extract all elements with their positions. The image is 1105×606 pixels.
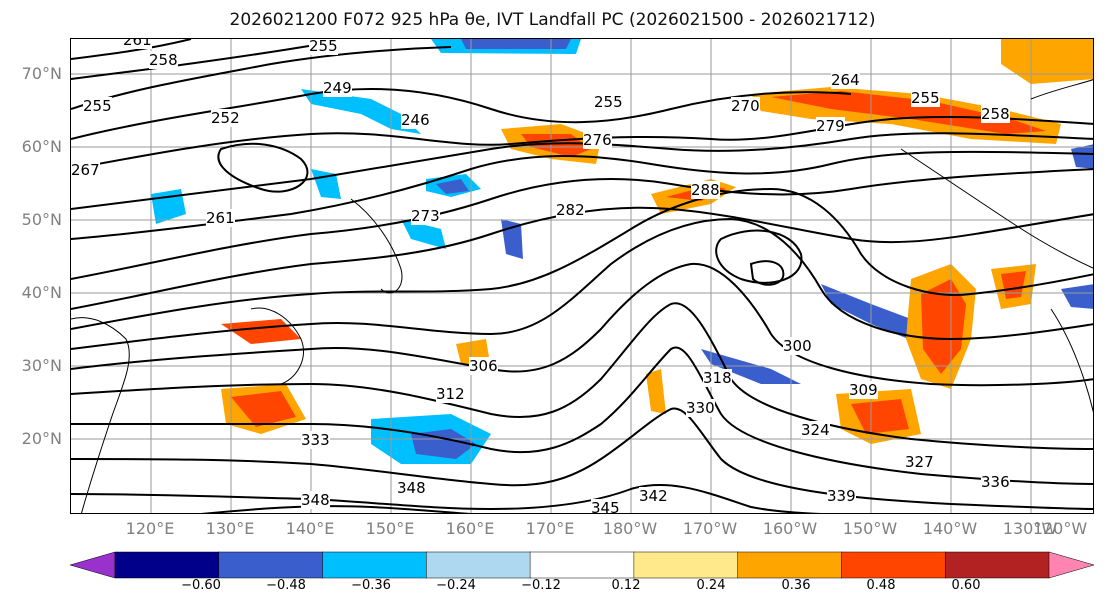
colorbar-segment bbox=[426, 551, 531, 579]
contour-label: 258 bbox=[981, 105, 1010, 123]
colorbar-segment bbox=[841, 551, 946, 579]
contour-label: 258 bbox=[149, 51, 178, 69]
lat-label-30: 30°N bbox=[21, 356, 62, 375]
colorbar-tick: 0.36 bbox=[781, 578, 811, 593]
lon-label-160w: 160°W bbox=[762, 519, 818, 538]
pos-patch-12 bbox=[1001, 271, 1026, 299]
map-svg bbox=[71, 39, 1093, 513]
contour-label: 249 bbox=[323, 79, 352, 97]
contour-label: 267 bbox=[71, 161, 100, 179]
lon-label-120w: 120°W bbox=[1032, 519, 1088, 538]
contour-label: 348 bbox=[397, 479, 426, 497]
lat-label-50: 50°N bbox=[21, 210, 62, 229]
contour-label: 327 bbox=[905, 453, 934, 471]
lon-label-180w: 180°W bbox=[602, 519, 658, 538]
contour-label: 255 bbox=[911, 89, 940, 107]
contour-label: 342 bbox=[639, 487, 668, 505]
lon-label-140w: 140°W bbox=[922, 519, 978, 538]
colorbar-segment bbox=[322, 551, 428, 579]
contour-label: 255 bbox=[83, 97, 112, 115]
lon-label-150e: 150°E bbox=[365, 519, 415, 538]
lat-label-70: 70°N bbox=[21, 64, 62, 83]
neg-patch-13 bbox=[411, 429, 476, 459]
neg-patch-6 bbox=[311, 169, 341, 199]
colorbar-svg bbox=[69, 551, 1095, 579]
coastlines bbox=[71, 79, 1093, 513]
colorbar-tick: 0.60 bbox=[951, 578, 981, 593]
neg-patch-5 bbox=[436, 179, 469, 194]
colorbar-segment bbox=[114, 551, 220, 579]
neg-patch-8 bbox=[401, 219, 446, 249]
colorbar-segment bbox=[737, 551, 843, 579]
colorbar-segment bbox=[69, 551, 116, 579]
lon-label-160e: 160°E bbox=[445, 519, 495, 538]
contour-label: 300 bbox=[783, 337, 812, 355]
lon-label-140e: 140°E bbox=[285, 519, 335, 538]
colorbar-segment bbox=[218, 551, 324, 579]
lat-label-60: 60°N bbox=[21, 137, 62, 156]
contour-label: 330 bbox=[686, 399, 715, 417]
colorbar bbox=[69, 550, 1095, 580]
contour-label: 336 bbox=[981, 473, 1010, 491]
lat-label-20: 20°N bbox=[21, 429, 62, 448]
colorbar-segment bbox=[944, 551, 1050, 579]
contour-label: 339 bbox=[827, 487, 856, 505]
lon-label-130w: 130°W bbox=[1002, 519, 1058, 538]
lon-label-170w: 170°W bbox=[682, 519, 738, 538]
contour-label: 348 bbox=[301, 491, 330, 509]
lon-label-170e: 170°E bbox=[525, 519, 575, 538]
colorbar-tick: 0.48 bbox=[866, 578, 896, 593]
lon-label-130e: 130°E bbox=[205, 519, 255, 538]
colorbar-tick: 0.24 bbox=[696, 578, 726, 593]
contour-label: 255 bbox=[594, 93, 623, 111]
lon-label-150w: 150°W bbox=[842, 519, 898, 538]
pos-patch-15 bbox=[1001, 39, 1093, 84]
lat-label-40: 40°N bbox=[21, 283, 62, 302]
colorbar-segment bbox=[1048, 551, 1095, 579]
contour-label: 264 bbox=[831, 71, 860, 89]
contour-label: 312 bbox=[436, 385, 465, 403]
contour-label: 276 bbox=[583, 131, 612, 149]
contour-label: 270 bbox=[731, 97, 760, 115]
contour-label: 345 bbox=[591, 499, 620, 513]
neg-patch-15 bbox=[1061, 284, 1093, 309]
colorbar-segment bbox=[529, 551, 635, 579]
colorbar-tick: −0.48 bbox=[266, 578, 306, 593]
contour-label: 318 bbox=[703, 369, 732, 387]
pos-patch-18 bbox=[646, 369, 666, 414]
pos-patch-14 bbox=[231, 391, 296, 427]
colorbar-tick: −0.12 bbox=[521, 578, 561, 593]
contour-label: 246 bbox=[401, 111, 430, 129]
contour-label: 279 bbox=[816, 117, 845, 135]
contour-label: 261 bbox=[123, 39, 152, 49]
map-panel: 261 258 255 255 249 246 252 255 270 264 … bbox=[70, 38, 1094, 514]
negative-anomaly-shading bbox=[151, 39, 1093, 464]
contour-label: 324 bbox=[801, 421, 830, 439]
pos-patch-8 bbox=[921, 279, 966, 374]
contour-label: 261 bbox=[206, 209, 235, 227]
neg-patch-2 bbox=[461, 39, 571, 49]
colorbar-tick: 0.12 bbox=[611, 578, 641, 593]
contour-label: 309 bbox=[849, 381, 878, 399]
neg-patch-14 bbox=[1071, 144, 1093, 169]
positive-anomaly-shading bbox=[221, 39, 1093, 444]
colorbar-tick: −0.24 bbox=[436, 578, 476, 593]
contour-label: 333 bbox=[301, 431, 330, 449]
colorbar-segment bbox=[633, 551, 739, 579]
map-title: 2026021200 F072 925 hPa θe, IVT Landfall… bbox=[229, 10, 876, 30]
pos-patch-10 bbox=[851, 399, 909, 434]
contour-label: 282 bbox=[556, 201, 585, 219]
colorbar-tick: −0.60 bbox=[181, 578, 221, 593]
lon-label-120e: 120°E bbox=[125, 519, 175, 538]
contour-label: 255 bbox=[309, 38, 338, 55]
contour-label: 273 bbox=[411, 207, 440, 225]
pos-patch-2 bbox=[771, 91, 1046, 134]
contour-label: 252 bbox=[211, 109, 240, 127]
colorbar-segments bbox=[69, 551, 1095, 579]
contour-label: 306 bbox=[469, 357, 498, 375]
colorbar-tick: −0.36 bbox=[351, 578, 391, 593]
contour-labels: 261 258 255 255 249 246 252 255 270 264 … bbox=[71, 38, 1093, 513]
contour-label: 288 bbox=[691, 181, 720, 199]
